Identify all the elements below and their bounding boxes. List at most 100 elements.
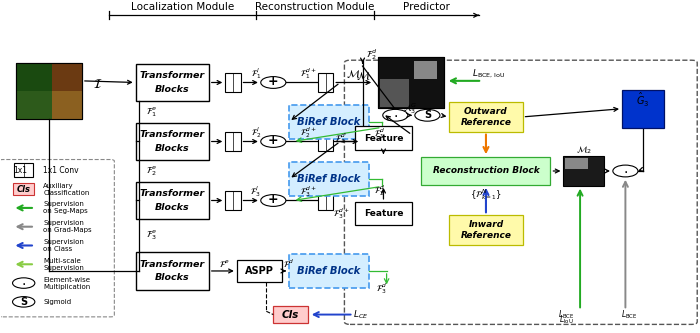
Text: +: + xyxy=(268,193,279,206)
FancyBboxPatch shape xyxy=(289,105,369,139)
Text: Outward: Outward xyxy=(464,107,508,116)
Text: $\mathcal{F}^e$: $\mathcal{F}^e$ xyxy=(218,258,230,269)
Bar xyxy=(15,91,52,119)
Text: Feature: Feature xyxy=(364,134,403,143)
Text: $L_{\mathrm{BCE}}$: $L_{\mathrm{BCE}}$ xyxy=(621,309,637,321)
Text: Reference: Reference xyxy=(461,231,512,240)
Text: Supervision
on Grad-Maps: Supervision on Grad-Maps xyxy=(43,220,92,233)
Text: $\mathcal{F}_3^d$: $\mathcal{F}_3^d$ xyxy=(376,281,387,296)
FancyBboxPatch shape xyxy=(14,164,34,177)
Bar xyxy=(15,63,52,91)
Text: $\cdot$: $\cdot$ xyxy=(21,276,26,290)
Circle shape xyxy=(613,165,638,177)
Bar xyxy=(15,63,82,119)
Text: Transformer: Transformer xyxy=(139,72,205,81)
Text: $\mathcal{A}_3^G$: $\mathcal{A}_3^G$ xyxy=(403,101,418,116)
FancyBboxPatch shape xyxy=(237,260,282,282)
FancyBboxPatch shape xyxy=(136,252,209,290)
Text: Cls: Cls xyxy=(282,310,300,320)
Text: $\mathcal{F}_3^{d+}$: $\mathcal{F}_3^{d+}$ xyxy=(332,206,349,221)
Text: $\mathcal{F}_2^{d+}$: $\mathcal{F}_2^{d+}$ xyxy=(300,126,316,141)
FancyBboxPatch shape xyxy=(136,181,209,219)
Text: S: S xyxy=(20,297,27,307)
FancyBboxPatch shape xyxy=(449,215,523,245)
Text: Predictor: Predictor xyxy=(403,2,450,12)
Text: $\mathcal{F}_2^d$: $\mathcal{F}_2^d$ xyxy=(366,47,378,62)
Circle shape xyxy=(261,136,286,148)
FancyBboxPatch shape xyxy=(225,191,241,210)
Text: Reconstruction Block: Reconstruction Block xyxy=(433,166,539,175)
FancyBboxPatch shape xyxy=(289,162,369,196)
Text: Transformer: Transformer xyxy=(139,189,205,198)
Text: Feature: Feature xyxy=(364,209,403,218)
Bar xyxy=(15,63,82,119)
Text: Element-wise
Multiplication: Element-wise Multiplication xyxy=(43,277,90,290)
Text: Sigmoid: Sigmoid xyxy=(43,299,71,305)
Text: S: S xyxy=(424,110,431,120)
Text: Inward: Inward xyxy=(468,219,503,228)
Text: $\mathcal{F}_3^e$: $\mathcal{F}_3^e$ xyxy=(146,229,158,242)
FancyBboxPatch shape xyxy=(289,254,369,288)
Bar xyxy=(379,79,410,107)
Text: Transformer: Transformer xyxy=(139,131,205,140)
Text: $\mathcal{F}_3^{d+}$: $\mathcal{F}_3^{d+}$ xyxy=(300,184,316,199)
FancyBboxPatch shape xyxy=(225,132,241,151)
Text: 1x1 Conv: 1x1 Conv xyxy=(43,166,79,175)
Text: $\mathcal{F}_2^l$: $\mathcal{F}_2^l$ xyxy=(251,125,261,140)
Text: Transformer: Transformer xyxy=(139,260,205,269)
Text: Blocks: Blocks xyxy=(155,144,190,153)
Text: BiRef Block: BiRef Block xyxy=(298,117,360,127)
Text: Blocks: Blocks xyxy=(155,202,190,211)
Text: $\{\mathcal{P}_{k=1}^N\}$: $\{\mathcal{P}_{k=1}^N\}$ xyxy=(470,187,502,202)
Bar xyxy=(622,90,664,128)
Bar xyxy=(377,57,444,108)
Text: Auxiliary
Classification: Auxiliary Classification xyxy=(43,182,90,195)
Text: $\mathcal{F}_2^d$: $\mathcal{F}_2^d$ xyxy=(374,183,385,198)
Text: $\mathcal{F}^d$: $\mathcal{F}^d$ xyxy=(284,257,295,270)
Text: $L_{\mathrm{BCE}}$: $L_{\mathrm{BCE}}$ xyxy=(558,309,575,321)
Text: BiRef Block: BiRef Block xyxy=(298,266,360,276)
Text: $\mathcal{F}_3^l$: $\mathcal{F}_3^l$ xyxy=(251,184,261,199)
Text: $\mathcal{I}$: $\mathcal{I}$ xyxy=(92,78,102,91)
Text: 1x1: 1x1 xyxy=(13,166,27,175)
Text: $\mathcal{F}_1^e$: $\mathcal{F}_1^e$ xyxy=(146,105,158,119)
Bar xyxy=(414,61,438,79)
Text: Multi-scale
Supervision: Multi-scale Supervision xyxy=(43,258,84,271)
FancyBboxPatch shape xyxy=(318,191,333,210)
Text: +: + xyxy=(268,134,279,147)
Text: $\mathcal{F}_1^l$: $\mathcal{F}_1^l$ xyxy=(251,66,261,81)
Bar xyxy=(52,63,82,91)
Text: $L_{CE}$: $L_{CE}$ xyxy=(353,308,368,321)
Bar xyxy=(564,156,604,186)
Text: Reference: Reference xyxy=(461,118,512,127)
FancyBboxPatch shape xyxy=(421,157,550,185)
FancyBboxPatch shape xyxy=(318,73,333,92)
Circle shape xyxy=(261,194,286,206)
Text: $\mathcal{F}_3^{d'}$: $\mathcal{F}_3^{d'}$ xyxy=(335,131,347,146)
Text: +: + xyxy=(268,75,279,88)
Text: $L_{\mathrm{BCE,\,IoU}}$: $L_{\mathrm{BCE,\,IoU}}$ xyxy=(473,68,506,81)
Text: Blocks: Blocks xyxy=(155,273,190,282)
Bar xyxy=(52,91,82,119)
Text: $\mathcal{M}_2$: $\mathcal{M}_2$ xyxy=(575,145,592,156)
FancyBboxPatch shape xyxy=(449,102,523,132)
Bar xyxy=(377,57,444,108)
Circle shape xyxy=(415,109,440,121)
Text: $\mathcal{F}_2^e$: $\mathcal{F}_2^e$ xyxy=(146,164,158,178)
Text: $\cdot$: $\cdot$ xyxy=(393,108,398,122)
Text: ASPP: ASPP xyxy=(245,266,274,276)
Text: $\mathcal{F}_1^d$: $\mathcal{F}_1^d$ xyxy=(374,126,385,141)
Text: $\hat{G}_3$: $\hat{G}_3$ xyxy=(636,91,650,109)
Circle shape xyxy=(13,297,35,307)
FancyBboxPatch shape xyxy=(136,123,209,161)
Circle shape xyxy=(261,77,286,88)
Text: $\cdot$: $\cdot$ xyxy=(623,164,628,178)
FancyBboxPatch shape xyxy=(13,183,34,195)
Circle shape xyxy=(13,278,35,288)
Text: Reconstruction Module: Reconstruction Module xyxy=(256,2,374,12)
Text: Cls: Cls xyxy=(17,184,31,193)
Text: Supervision
on Class: Supervision on Class xyxy=(43,239,84,252)
Text: Supervision
on Seg-Maps: Supervision on Seg-Maps xyxy=(43,201,88,214)
FancyBboxPatch shape xyxy=(355,202,412,225)
Text: Blocks: Blocks xyxy=(155,85,190,94)
